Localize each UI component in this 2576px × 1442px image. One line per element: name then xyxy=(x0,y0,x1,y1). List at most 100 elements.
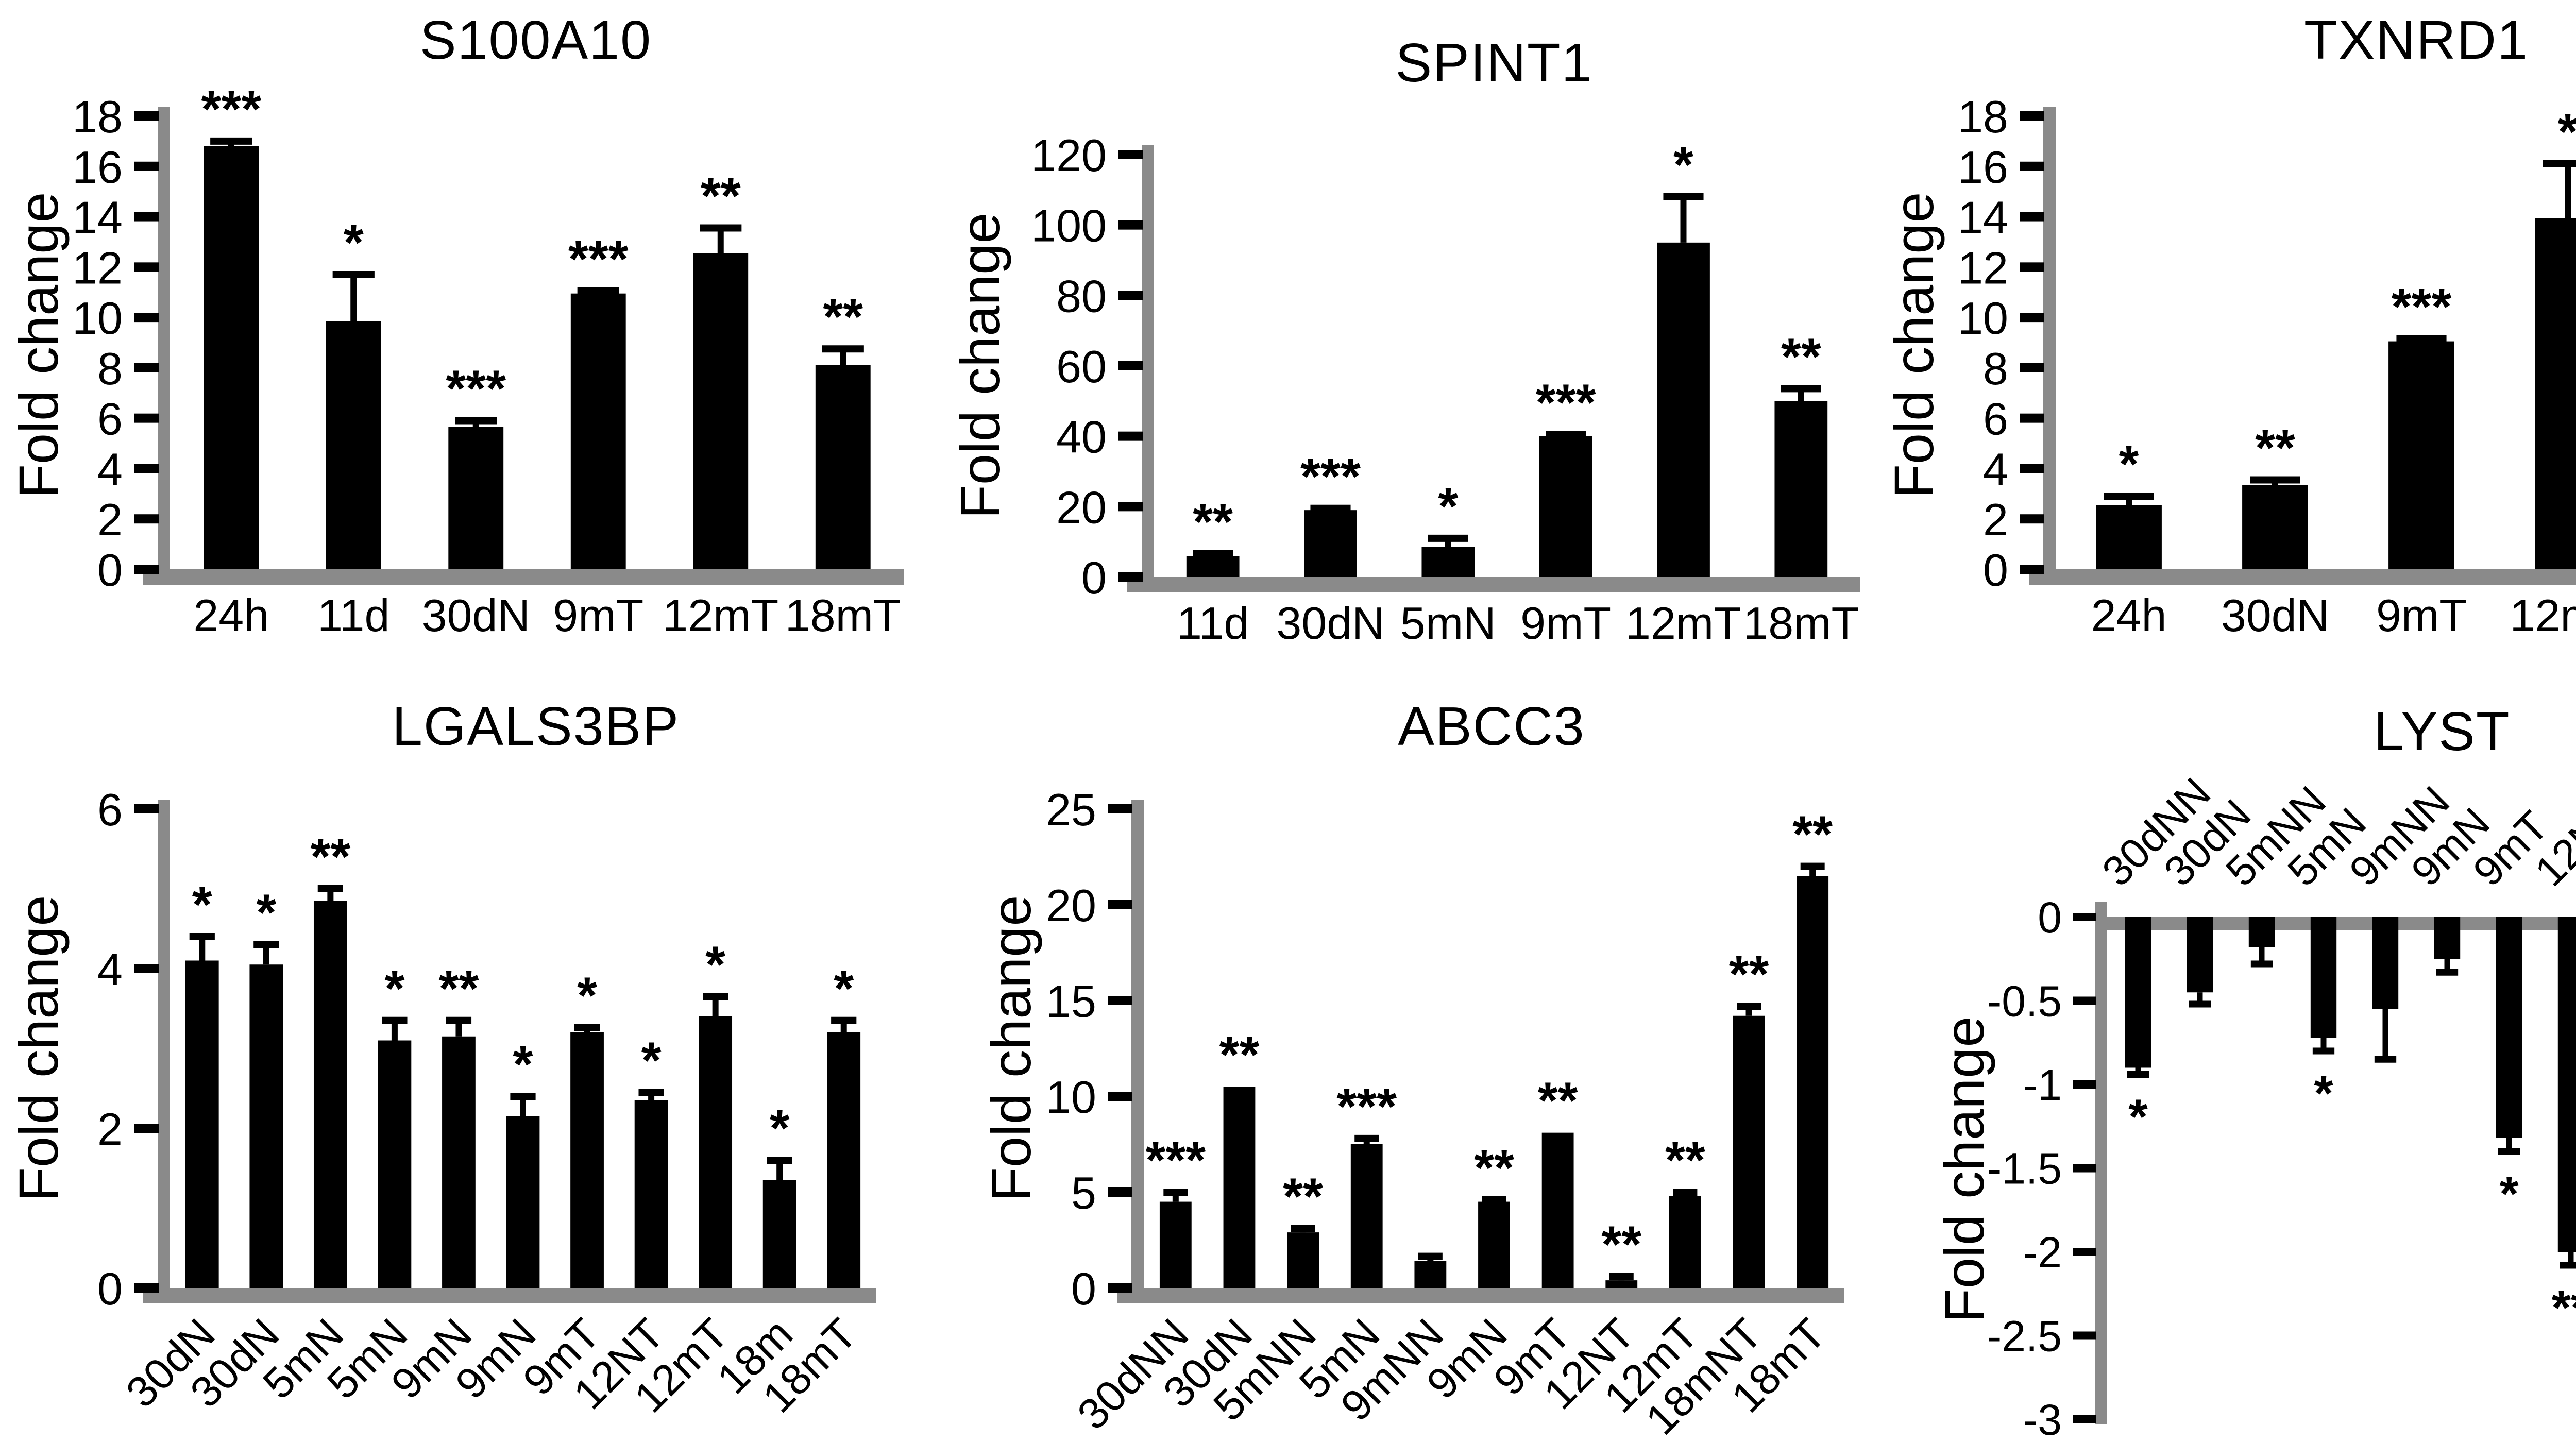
svg-text:0: 0 xyxy=(97,545,123,596)
bar-chart-spint1: 0 20 40 60 80 100 120 ** 11d *** 30dN * 5mN *** 9mT * 12… xyxy=(1031,130,1860,649)
svg-text:-0.5: -0.5 xyxy=(1987,977,2062,1026)
svg-text:2: 2 xyxy=(97,494,123,545)
svg-text:10: 10 xyxy=(72,293,123,344)
svg-text:***: *** xyxy=(446,360,506,418)
svg-text:**: ** xyxy=(1474,1139,1514,1197)
svg-text:***: *** xyxy=(2392,278,2452,336)
svg-text:**: ** xyxy=(1601,1216,1641,1274)
svg-text:24h: 24h xyxy=(193,590,269,641)
svg-text:18: 18 xyxy=(72,91,123,142)
svg-text:-1: -1 xyxy=(2023,1061,2062,1109)
svg-text:8: 8 xyxy=(1983,343,2008,394)
svg-text:*: * xyxy=(2119,435,2139,493)
svg-text:4: 4 xyxy=(97,944,123,995)
svg-text:***: *** xyxy=(1145,1131,1206,1189)
svg-text:40: 40 xyxy=(1056,412,1107,463)
svg-text:-2.5: -2.5 xyxy=(1987,1312,2062,1361)
chart-title-spint1: SPINT1 xyxy=(1395,32,1593,93)
svg-text:**: ** xyxy=(1792,806,1833,863)
svg-text:**: ** xyxy=(701,167,741,225)
svg-text:**: ** xyxy=(1538,1072,1578,1130)
svg-text:80: 80 xyxy=(1056,270,1107,321)
svg-text:20: 20 xyxy=(1056,482,1107,533)
chart-panel-s100a10: S100A10 Fold change 0 2 4 6 8 10 12 14 16 18 *** 24… xyxy=(0,0,938,680)
svg-text:12: 12 xyxy=(72,242,123,293)
chart-panel-abcc3: ABCC3 Fold change 0 5 10 15 20 25 *** 30dNN ** 30… xyxy=(938,680,1875,1442)
chart-title-abcc3: ABCC3 xyxy=(1398,696,1585,757)
svg-text:*: * xyxy=(705,936,725,993)
svg-text:4: 4 xyxy=(1983,444,2008,495)
svg-text:*: * xyxy=(770,1099,790,1157)
svg-text:*: * xyxy=(256,884,276,942)
svg-text:-2: -2 xyxy=(2023,1228,2062,1277)
svg-text:***: *** xyxy=(568,230,629,288)
svg-text:12: 12 xyxy=(1958,242,2008,293)
svg-text:100: 100 xyxy=(1031,200,1107,251)
svg-text:14: 14 xyxy=(1958,192,2008,243)
svg-text:60: 60 xyxy=(1056,341,1107,392)
svg-text:**: ** xyxy=(1219,1026,1260,1083)
svg-text:2: 2 xyxy=(1983,494,2008,545)
svg-text:10: 10 xyxy=(1958,293,2008,344)
svg-text:9mT: 9mT xyxy=(1520,598,1611,649)
bar-chart-lgals3bp: 0246*30dN*30dN**5mN*5mN**9mN*9mN*9mT*12N… xyxy=(97,784,876,1422)
svg-text:11d: 11d xyxy=(1177,598,1249,649)
svg-text:0: 0 xyxy=(2038,893,2062,942)
svg-text:***: *** xyxy=(201,80,261,138)
svg-text:30dN: 30dN xyxy=(1276,598,1384,649)
svg-text:18mT: 18mT xyxy=(785,590,901,641)
svg-text:**: ** xyxy=(1781,328,1821,385)
svg-text:**: ** xyxy=(439,960,479,1017)
svg-text:*: * xyxy=(2499,1166,2519,1222)
svg-text:0: 0 xyxy=(97,1263,123,1314)
svg-text:20: 20 xyxy=(1046,880,1096,931)
svg-text:11d: 11d xyxy=(317,590,389,641)
svg-text:5: 5 xyxy=(1071,1167,1096,1218)
svg-text:12mT: 12mT xyxy=(663,590,778,641)
bar-chart-abcc3: 0510152025***30dNN**30dN**5mNN***5mN9mNN… xyxy=(1046,784,1844,1442)
svg-text:10: 10 xyxy=(1046,1072,1096,1123)
svg-text:0: 0 xyxy=(1071,1263,1096,1314)
svg-text:6: 6 xyxy=(1983,394,2008,445)
svg-text:**: ** xyxy=(2552,1280,2576,1335)
svg-text:**: ** xyxy=(1283,1168,1323,1226)
svg-text:120: 120 xyxy=(1031,130,1107,181)
svg-text:0: 0 xyxy=(1081,552,1107,603)
svg-text:12mT: 12mT xyxy=(1625,598,1741,649)
svg-text:**: ** xyxy=(1729,945,1769,1003)
svg-text:0: 0 xyxy=(1983,545,2008,596)
svg-text:14: 14 xyxy=(72,192,123,243)
svg-text:2: 2 xyxy=(97,1104,123,1155)
svg-text:*: * xyxy=(641,1031,662,1089)
svg-text:-1.5: -1.5 xyxy=(1987,1145,2062,1193)
svg-text:6: 6 xyxy=(97,784,123,835)
chart-panel-lyst: LYST Fold change 0 -0.5 -1 -1.5 -2 -2.5 -3 * 30d… xyxy=(1875,680,2576,1442)
svg-text:30dN: 30dN xyxy=(422,590,530,641)
svg-text:15: 15 xyxy=(1046,976,1096,1027)
svg-text:**: ** xyxy=(823,288,863,346)
svg-text:*: * xyxy=(577,967,597,1025)
svg-text:**: ** xyxy=(1665,1131,1705,1189)
svg-text:16: 16 xyxy=(72,142,123,193)
svg-text:*: * xyxy=(192,876,212,934)
svg-text:**: ** xyxy=(1193,493,1233,551)
svg-text:**: ** xyxy=(2255,419,2295,477)
svg-text:*: * xyxy=(2314,1066,2333,1121)
svg-text:5mN: 5mN xyxy=(1400,598,1496,649)
chart-panel-txnrd1: TXNRD1 Fold change 0 2 4 6 8 10 12 14 16 18 * 24h **… xyxy=(1875,0,2576,680)
svg-text:**: ** xyxy=(310,828,350,886)
svg-text:24h: 24h xyxy=(2091,590,2167,641)
svg-text:*: * xyxy=(834,960,854,1017)
chart-title-lgals3bp: LGALS3BP xyxy=(392,696,680,757)
bar-chart-txnrd1: 024681012141618*24h**30dN***9mT*12mT*18m… xyxy=(1958,91,2576,641)
svg-text:***: *** xyxy=(1300,448,1361,505)
chart-panel-spint1: SPINT1 Fold change 0 20 40 60 80 100 120 ** 11d *… xyxy=(938,0,1875,680)
svg-text:6: 6 xyxy=(97,394,123,445)
svg-text:*: * xyxy=(513,1036,533,1093)
svg-text:9mT: 9mT xyxy=(553,590,643,641)
svg-text:4: 4 xyxy=(97,444,123,495)
svg-text:***: *** xyxy=(1536,374,1596,431)
bar-chart-lyst: 0-0.5-1-1.5-2-2.5-3*30dNN30dN5mNN*5mN9mN… xyxy=(1987,769,2576,1442)
svg-text:*: * xyxy=(2558,103,2576,161)
